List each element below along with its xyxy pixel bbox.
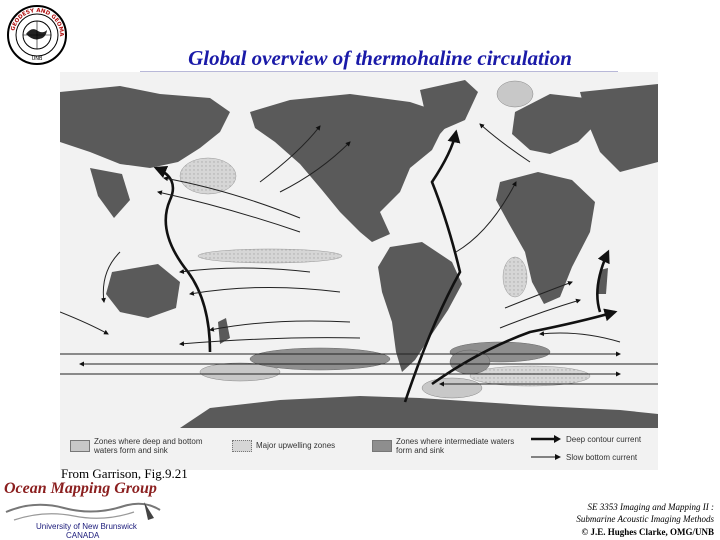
course-title: SE 3353 Imaging and Mapping II : [587,502,714,512]
legend-slow-bottom-arrow [531,454,561,460]
asia-east-landmass [580,84,658,172]
thermohaline-map: Zones where deep and bottom waters form … [60,72,658,470]
course-subtitle: Submarine Acoustic Imaging Methods [576,514,714,524]
north-america-landmass [250,94,455,242]
south-america-landmass [378,242,462,372]
group-name: Ocean Mapping Group [4,480,157,497]
title-underline [140,71,618,72]
greenland-landmass [420,80,478,130]
legend-slow-bottom-label: Slow bottom current [566,453,638,462]
asia-landmass [60,86,230,168]
australia-landmass [106,264,180,318]
university-name: University of New Brunswick [36,522,137,531]
africa-landmass [496,172,595,304]
page-title: Global overview of thermohaline circulat… [188,46,572,70]
legend-intermediate-label: Zones where intermediate waters form and… [396,437,515,455]
figure-caption: From Garrison, Fig.9.21 [61,466,188,481]
landmasses [60,80,658,428]
omg-logo-graphic [5,502,161,521]
legend-upwelling-swatch [232,440,252,452]
legend-deep-bottom-swatch [70,440,90,452]
map-legend: Zones where deep and bottom waters form … [60,428,658,470]
upwelling-zones [179,157,591,387]
slow-bottom-currents [60,123,658,387]
geodesy-logo: GEODESY AND GEOMATICS ENG. UNB [6,4,67,65]
legend-intermediate-swatch [372,440,392,452]
deep-bottom-zones [199,80,534,399]
southeast-asia-landmass [90,168,130,218]
legend-deep-contour-label: Deep contour current [566,435,642,444]
svg-text:UNB: UNB [32,56,43,62]
deep-contour-currents [153,129,618,403]
europe-landmass [512,94,600,154]
legend-deep-bottom-label: Zones where deep and bottom waters form … [94,437,203,455]
legend-deep-contour-arrow [531,435,561,443]
university-country: CANADA [66,531,100,540]
world-map [60,72,658,428]
new-zealand-landmass [218,318,230,344]
legend-upwelling-label: Major upwelling zones [256,441,336,450]
copyright: © J.E. Hughes Clarke, OMG/UNB [581,527,714,537]
antarctica-landmass [180,396,658,428]
